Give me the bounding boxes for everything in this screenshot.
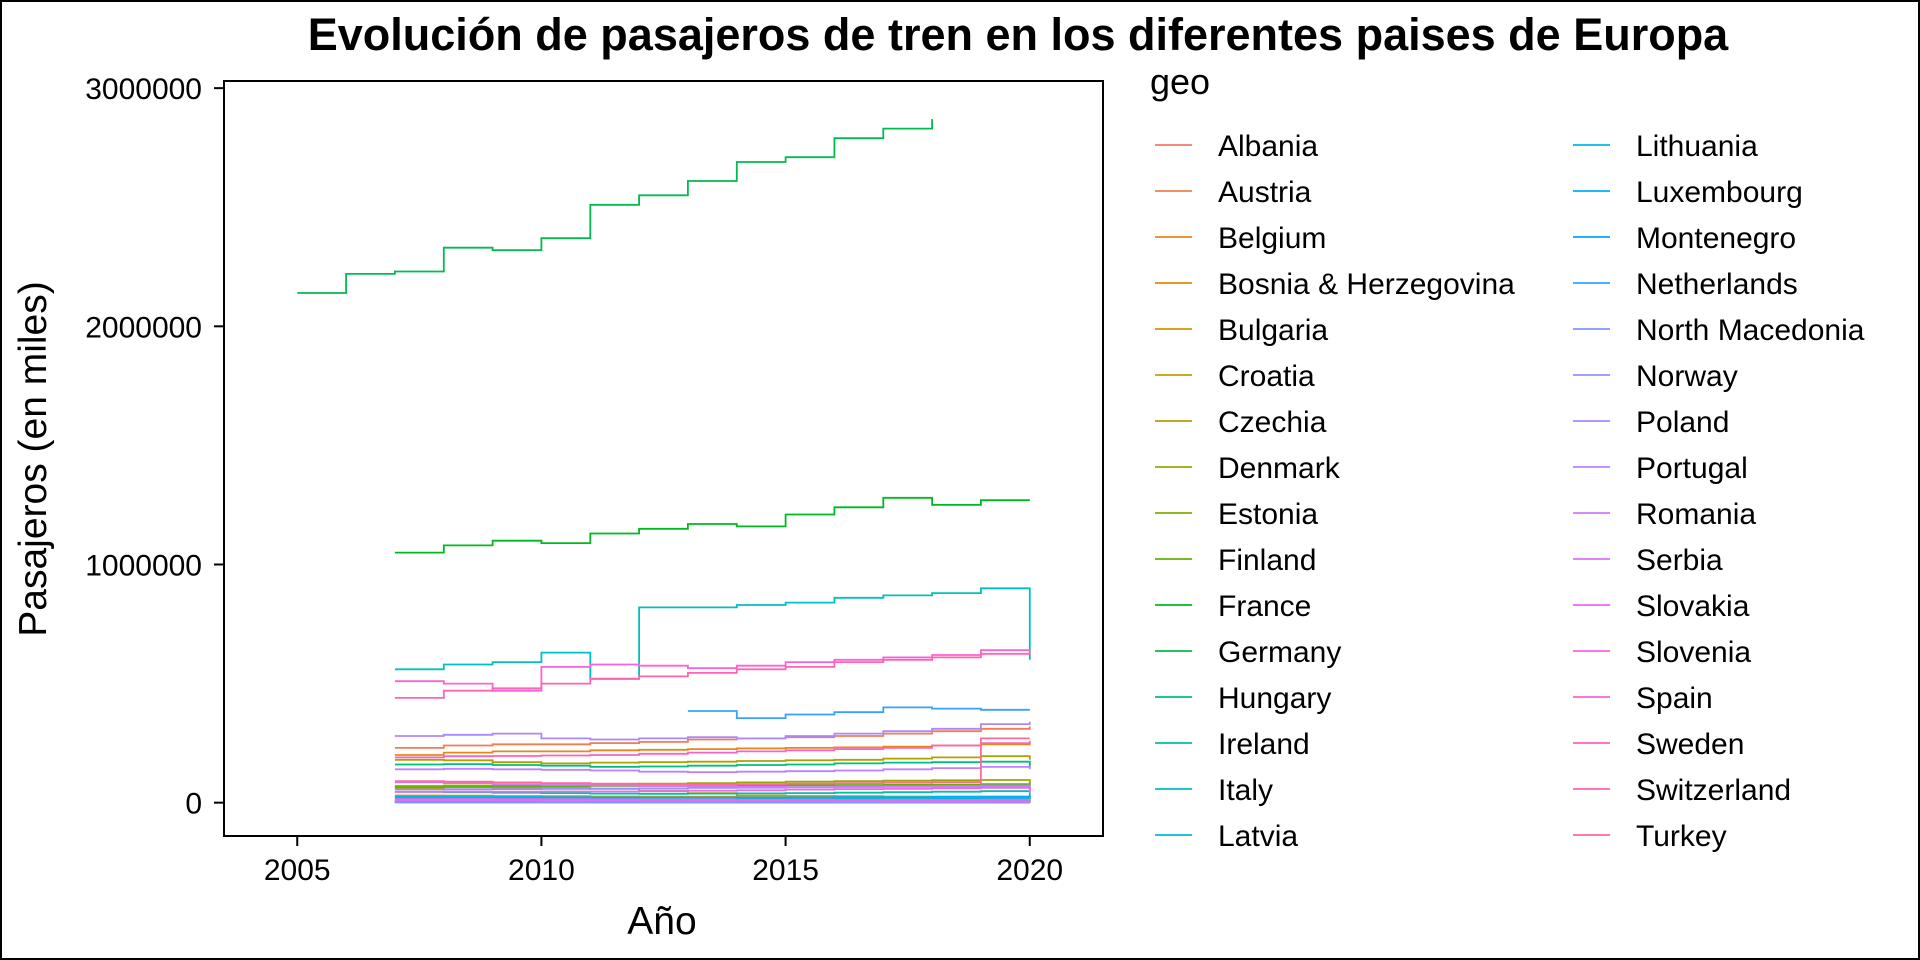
plot-panel (223, 80, 1104, 837)
legend-label-turkey: Turkey (1636, 820, 1727, 853)
series-line-ireland (394, 790, 1031, 798)
legend-label-germany: Germany (1218, 636, 1341, 669)
legend-label-slovakia: Slovakia (1636, 590, 1750, 623)
y-tick-label: 1000000 (85, 549, 202, 582)
legend-label-lithuania: Lithuania (1636, 130, 1758, 163)
series-line-poland (394, 721, 1031, 741)
chart-title: Evolución de pasajeros de tren en los di… (308, 9, 1729, 60)
legend-label-romania: Romania (1636, 498, 1756, 531)
legend-label-netherlands: Netherlands (1636, 268, 1798, 301)
series-line-serbia (394, 799, 1031, 803)
legend-label-finland: Finland (1218, 544, 1316, 577)
y-tick-label: 2000000 (85, 311, 202, 344)
legend-label-italy: Italy (1218, 774, 1273, 807)
series-line-germany (297, 119, 933, 294)
legend-label-estonia: Estonia (1218, 498, 1318, 531)
series-line-hungary (394, 760, 1031, 768)
legend-label-latvia: Latvia (1218, 820, 1298, 853)
legend-label-slovenia: Slovenia (1636, 636, 1751, 669)
legend: geo Albania Austria Belgium Bosnia & Herzeg… (1150, 61, 1865, 853)
x-tick-label: 2015 (752, 854, 819, 887)
series-line-denmark (394, 779, 1031, 787)
x-axis-label: Año (627, 900, 696, 943)
legend-label-belgium: Belgium (1218, 222, 1326, 255)
series-line-slovakia (394, 787, 1031, 793)
x-tick-label: 2020 (996, 854, 1063, 887)
series-line-france (394, 496, 1030, 554)
legend-label-montenegro: Montenegro (1636, 222, 1796, 255)
legend-label-denmark: Denmark (1218, 452, 1341, 485)
legend-label-bulgaria: Bulgaria (1218, 314, 1328, 347)
legend-title: geo (1150, 61, 1210, 102)
legend-label-sweden: Sweden (1636, 728, 1744, 761)
legend-label-croatia: Croatia (1218, 360, 1315, 393)
series-line-slovenia (394, 798, 1031, 801)
legend-label-ireland: Ireland (1218, 728, 1310, 761)
legend-label-norway: Norway (1636, 360, 1738, 393)
x-tick-label: 2010 (508, 854, 575, 887)
legend-label-serbia: Serbia (1636, 544, 1723, 577)
legend-label-hungary: Hungary (1218, 682, 1331, 715)
legend-label-switzerland: Switzerland (1636, 774, 1791, 807)
legend-label-luxembourg: Luxembourg (1636, 176, 1803, 209)
x-tick-label: 2005 (264, 854, 331, 887)
plot-area: 2005 2010 2015 2020 0 1000000 2000000 3000000 (85, 73, 1104, 887)
series-line-czechia (394, 755, 1031, 765)
series-line-sweden (394, 740, 1031, 759)
series-line-turkey (394, 737, 1030, 786)
legend-label-north-macedonia: North Macedonia (1636, 314, 1865, 347)
legend-label-austria: Austria (1218, 176, 1312, 209)
legend-label-spain: Spain (1636, 682, 1713, 715)
series-line-italy (394, 587, 1031, 680)
y-tick-label: 3000000 (85, 73, 202, 106)
y-axis-label: Pasajeros (en miles) (12, 281, 55, 636)
series-line-romania (394, 781, 1031, 794)
legend-label-bosnia-herzegovina: Bosnia & Herzegovina (1218, 268, 1515, 301)
legend-label-france: France (1218, 590, 1311, 623)
series-line-spain (394, 649, 1030, 692)
series-line-portugal (394, 766, 1031, 774)
series-line-netherlands (687, 706, 1030, 719)
legend-label-albania: Albania (1218, 130, 1318, 163)
series-line-luxembourg (394, 795, 1031, 800)
y-tick-label: 0 (185, 788, 202, 821)
series-line-switzerland (394, 650, 1031, 699)
legend-label-czechia: Czechia (1218, 406, 1327, 439)
legend-label-portugal: Portugal (1636, 452, 1748, 485)
legend-label-poland: Poland (1636, 406, 1729, 439)
